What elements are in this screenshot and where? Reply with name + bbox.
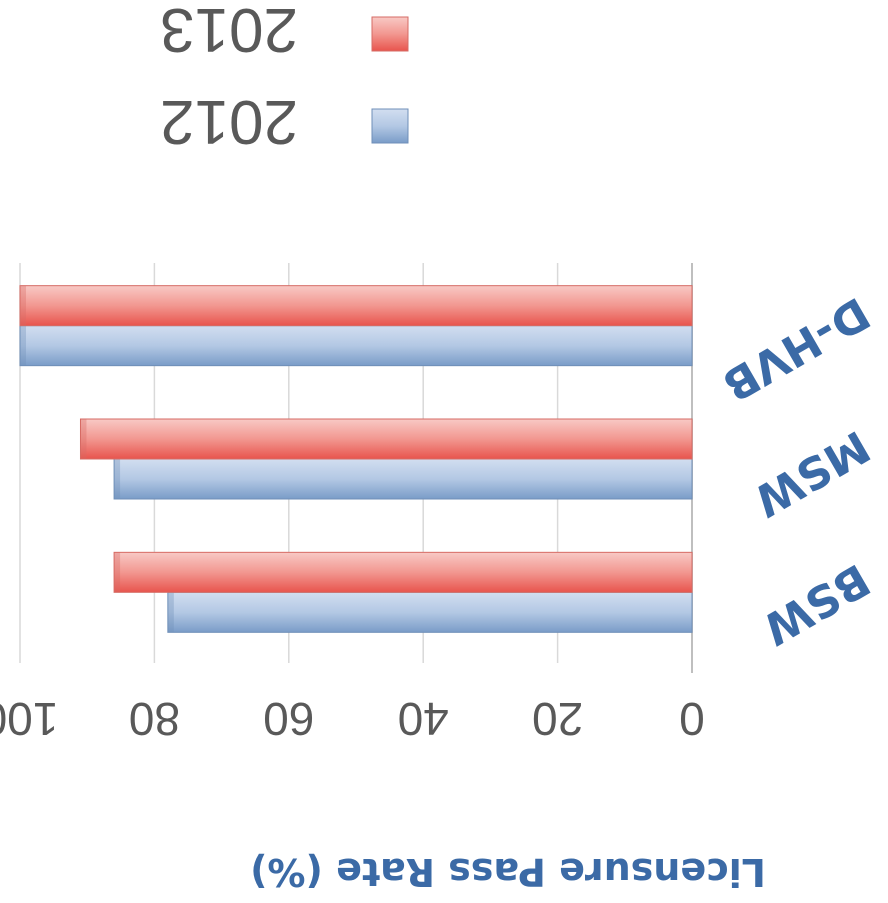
bar-2013-msw <box>79 418 693 460</box>
category-label-msw: MSW <box>745 420 878 526</box>
bar-end-shade <box>114 459 121 499</box>
legend-swatch-2012 <box>371 108 409 144</box>
legend-label-2012: 2012 <box>160 87 298 156</box>
bar-2012-bsw <box>167 591 693 633</box>
x-tick-label: 80 <box>129 693 180 745</box>
ticks-layer: 0 20 40 60 80 100 <box>0 693 705 745</box>
x-tick-label: 40 <box>398 693 449 745</box>
bars-layer <box>19 285 693 633</box>
bar-end-shade <box>167 592 174 633</box>
legend-label-2013: 2013 <box>160 0 298 64</box>
category-label-d-hvb: D-HVB <box>714 287 878 411</box>
bar-2013-bsw <box>113 551 693 593</box>
bar-2012-d-hvb <box>19 325 693 367</box>
legend: 2012 2013 <box>160 0 409 156</box>
x-axis-title: Licensure Pass Rate (%) <box>250 850 766 894</box>
x-tick-label: 100 <box>0 693 58 745</box>
x-tick-label: 20 <box>532 693 583 745</box>
bar-end-shade <box>80 419 87 459</box>
bar-2012-msw <box>113 458 693 500</box>
bar-end-shade <box>20 285 26 326</box>
category-label-bsw: BSW <box>754 553 878 654</box>
x-tick-label: 60 <box>263 693 314 745</box>
bar-2013-d-hvb <box>19 285 693 327</box>
x-tick-label: 0 <box>679 693 705 745</box>
bar-end-shade <box>20 325 26 366</box>
bar-end-shade <box>114 552 121 593</box>
legend-swatch-2013 <box>371 16 409 52</box>
